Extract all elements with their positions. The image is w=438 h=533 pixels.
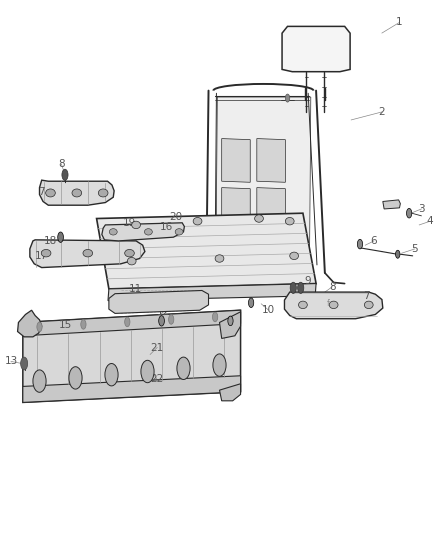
Polygon shape (215, 97, 310, 265)
Polygon shape (102, 223, 184, 241)
Ellipse shape (227, 316, 233, 326)
Polygon shape (39, 180, 114, 205)
Text: 9: 9 (303, 277, 310, 286)
Ellipse shape (131, 221, 140, 229)
Polygon shape (382, 200, 399, 209)
Ellipse shape (81, 320, 86, 329)
Polygon shape (23, 310, 240, 402)
Ellipse shape (124, 317, 130, 327)
Ellipse shape (58, 232, 64, 243)
Ellipse shape (248, 298, 253, 308)
Ellipse shape (141, 360, 154, 383)
Text: 19: 19 (123, 218, 136, 228)
Ellipse shape (175, 229, 183, 235)
Ellipse shape (144, 229, 152, 235)
Text: 21: 21 (150, 343, 163, 352)
Polygon shape (256, 188, 285, 228)
Polygon shape (18, 310, 42, 337)
Polygon shape (281, 26, 350, 71)
Polygon shape (23, 376, 240, 402)
Text: 1: 1 (395, 18, 402, 27)
Polygon shape (256, 139, 285, 182)
Text: 20: 20 (169, 213, 182, 222)
Text: 4: 4 (426, 216, 433, 226)
Ellipse shape (124, 249, 134, 257)
Ellipse shape (289, 252, 298, 260)
Ellipse shape (127, 257, 136, 265)
Ellipse shape (285, 94, 289, 102)
Ellipse shape (297, 282, 303, 293)
Polygon shape (219, 312, 240, 338)
Text: 8: 8 (328, 282, 335, 292)
Text: 13: 13 (4, 357, 18, 366)
Text: 22: 22 (150, 375, 163, 384)
Text: 10: 10 (261, 305, 275, 315)
Ellipse shape (83, 249, 92, 257)
Ellipse shape (177, 357, 190, 379)
Text: f: f (326, 300, 329, 308)
Text: 3: 3 (417, 204, 424, 214)
Ellipse shape (290, 282, 296, 293)
Ellipse shape (193, 217, 201, 225)
Ellipse shape (168, 314, 173, 324)
Ellipse shape (254, 215, 263, 222)
Ellipse shape (212, 312, 217, 322)
Text: 5: 5 (410, 244, 417, 254)
Ellipse shape (105, 364, 118, 386)
Polygon shape (221, 139, 250, 182)
Ellipse shape (69, 367, 82, 389)
Text: 8: 8 (58, 159, 65, 169)
Ellipse shape (395, 250, 399, 258)
Text: 7: 7 (38, 187, 45, 197)
Ellipse shape (109, 229, 117, 235)
Polygon shape (30, 240, 145, 268)
Text: 12: 12 (156, 307, 170, 317)
Ellipse shape (41, 249, 51, 257)
Ellipse shape (357, 239, 362, 249)
Text: 16: 16 (159, 222, 172, 231)
Polygon shape (221, 188, 250, 228)
Ellipse shape (33, 370, 46, 392)
Text: 15: 15 (58, 320, 71, 330)
Polygon shape (219, 384, 240, 401)
Polygon shape (284, 292, 382, 319)
Polygon shape (96, 213, 315, 289)
Ellipse shape (98, 189, 108, 197)
Ellipse shape (46, 189, 55, 197)
Text: 6: 6 (370, 236, 377, 246)
Ellipse shape (72, 189, 81, 197)
Text: 11: 11 (128, 284, 141, 294)
Text: 17: 17 (35, 251, 48, 261)
Text: 7: 7 (362, 291, 369, 301)
Polygon shape (23, 310, 240, 336)
Ellipse shape (62, 169, 68, 180)
Ellipse shape (212, 354, 226, 376)
Polygon shape (108, 284, 315, 301)
Text: 18: 18 (44, 236, 57, 246)
Ellipse shape (328, 301, 337, 309)
Ellipse shape (215, 255, 223, 262)
Ellipse shape (37, 322, 42, 332)
Ellipse shape (285, 217, 293, 225)
Ellipse shape (21, 357, 28, 370)
Text: 2: 2 (378, 107, 385, 117)
Ellipse shape (298, 301, 307, 309)
Polygon shape (109, 290, 208, 313)
Ellipse shape (364, 301, 372, 309)
Ellipse shape (406, 208, 411, 218)
Ellipse shape (159, 316, 164, 326)
